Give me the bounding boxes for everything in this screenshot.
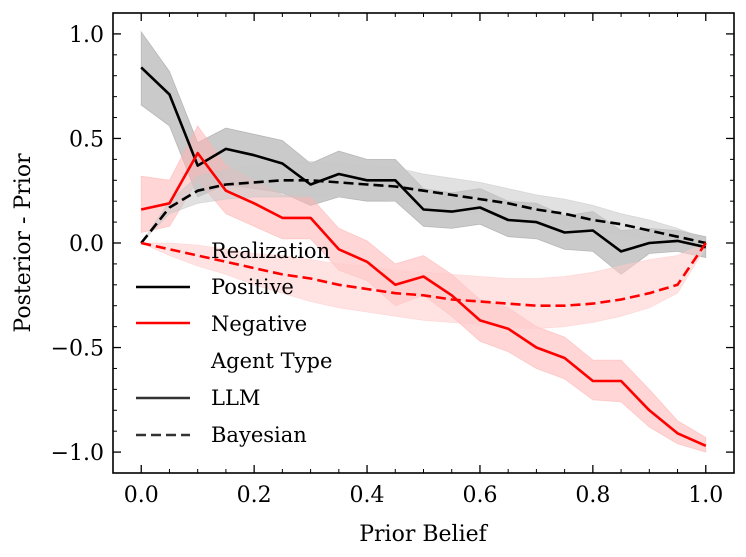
legend: Realization Positive Negative Agent Type…	[136, 239, 332, 447]
y-tick-label: 0.5	[69, 127, 104, 152]
y-tick-label: 0.0	[69, 232, 104, 257]
series-lines	[140, 66, 707, 447]
x-tick-label: 0.2	[237, 483, 272, 508]
line-positive-llm	[140, 66, 707, 253]
legend-title-agent-type: Agent Type	[210, 349, 332, 373]
x-axis-label: Prior Belief	[359, 522, 488, 547]
line-negative-llm	[140, 151, 707, 447]
y-axis-label: Posterior - Prior	[11, 153, 36, 333]
legend-label-bayesian: Bayesian	[211, 423, 307, 447]
y-tick-label: −0.5	[51, 337, 104, 362]
x-tick-label: 1.0	[688, 483, 723, 508]
legend-label-llm: LLM	[211, 386, 260, 410]
x-tick-label: 0.4	[350, 483, 385, 508]
x-tick-label: 0.0	[124, 483, 159, 508]
x-tick-label: 0.8	[575, 483, 610, 508]
line-negative-bayesian	[140, 241, 707, 308]
legend-title-realization: Realization	[211, 239, 330, 263]
plot-frame	[112, 12, 735, 474]
line-positive-bayesian	[140, 179, 707, 245]
tick-labels: 0.0 0.2 0.4 0.6 0.8 1.0 −1.0 −0.5 0.0 0.5 1.0	[51, 23, 724, 508]
confidence-bands	[140, 30, 707, 453]
legend-label-negative: Negative	[211, 312, 307, 336]
y-tick-label: −1.0	[51, 441, 104, 466]
legend-label-positive: Positive	[211, 275, 294, 299]
y-tick-label: 1.0	[69, 23, 104, 48]
x-tick-label: 0.6	[462, 483, 497, 508]
